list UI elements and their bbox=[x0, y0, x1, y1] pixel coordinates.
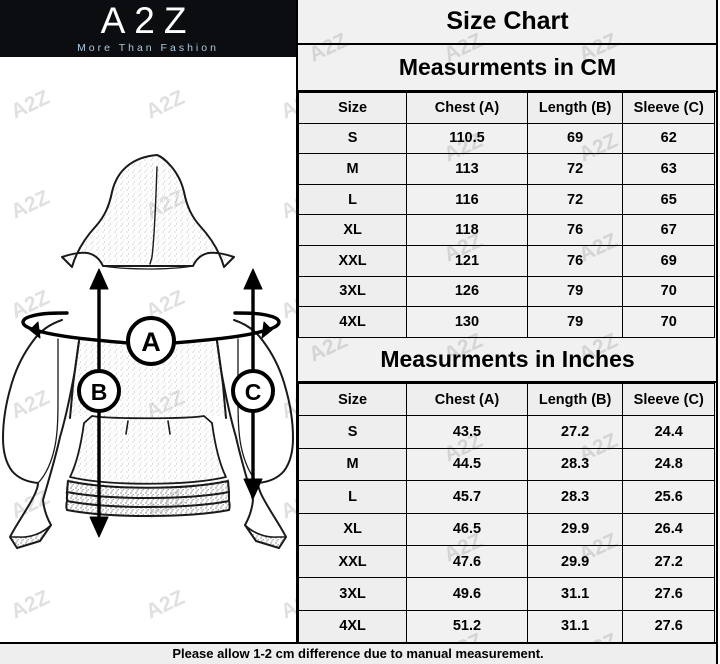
svg-text:C: C bbox=[245, 379, 262, 405]
svg-text:B: B bbox=[91, 379, 108, 405]
svg-text:A: A bbox=[141, 327, 161, 357]
